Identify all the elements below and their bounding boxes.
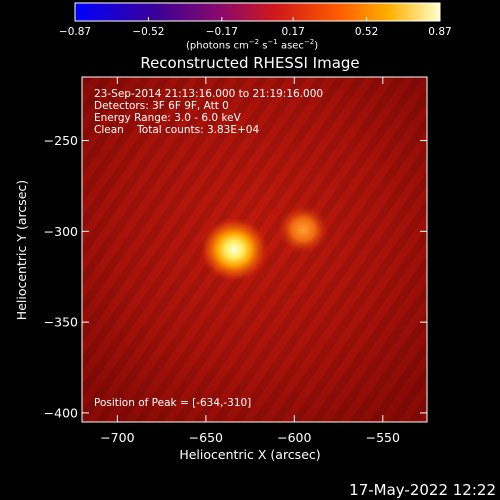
- x-tick-label: −550: [366, 430, 400, 445]
- x-axis-tick-labels: −700 −650 −600 −550: [100, 430, 400, 445]
- x-axis-label: Heliocentric X (arcsec): [179, 447, 320, 462]
- annotation-energy: Energy Range: 3.0 - 6.0 keV: [94, 112, 241, 124]
- y-tick-label: −350: [44, 315, 78, 330]
- secondary-source: [276, 204, 330, 255]
- x-axis-ticks: [116, 77, 384, 422]
- colorbar-ticks: [74, 17, 441, 21]
- colorbar-tick-label: −0.87: [59, 26, 91, 38]
- primary-source: [199, 216, 269, 283]
- x-tick-label: −600: [277, 430, 311, 445]
- colorbar-tick-label: 0.87: [428, 26, 451, 38]
- colorbar-tick-labels: −0.87 −0.52 −0.17 0.17 0.52 0.87: [59, 26, 452, 38]
- colorbar-tick-label: −0.52: [132, 26, 164, 38]
- colorbar-units: (photons cm−2 s−1 asec−2): [186, 38, 319, 52]
- annotation-method: Clean Total counts: 3.83E+04: [94, 124, 260, 136]
- colorbar: [74, 2, 441, 22]
- y-axis-ticks: [82, 140, 427, 414]
- colorbar-tick-label: 0.52: [355, 26, 378, 38]
- image-area: [82, 77, 427, 422]
- colorbar-tick-label: −0.17: [206, 26, 238, 38]
- annotation-detectors: Detectors: 3F 6F 9F, Att 0: [94, 100, 229, 112]
- emission-sources: [199, 204, 330, 283]
- y-tick-label: −400: [44, 405, 78, 420]
- annotation-time-range: 23-Sep-2014 21:13:16.000 to 21:19:16.000: [94, 88, 324, 100]
- y-axis-tick-labels: −400 −350 −300 −250: [44, 133, 78, 420]
- colorbar-tick-label: 0.17: [281, 26, 304, 38]
- x-tick-label: −650: [189, 430, 223, 445]
- chart-title: Reconstructed RHESSI Image: [140, 54, 359, 72]
- y-tick-label: −250: [44, 133, 78, 148]
- x-tick-label: −700: [100, 430, 134, 445]
- footer-timestamp: 17-May-2022 12:22: [349, 481, 496, 499]
- annotation-peak-position: Position of Peak = [-634,-310]: [94, 397, 252, 409]
- plot-frame: [81, 76, 428, 423]
- y-tick-label: −300: [44, 224, 78, 239]
- y-axis-label: Heliocentric Y (arcsec): [14, 180, 29, 320]
